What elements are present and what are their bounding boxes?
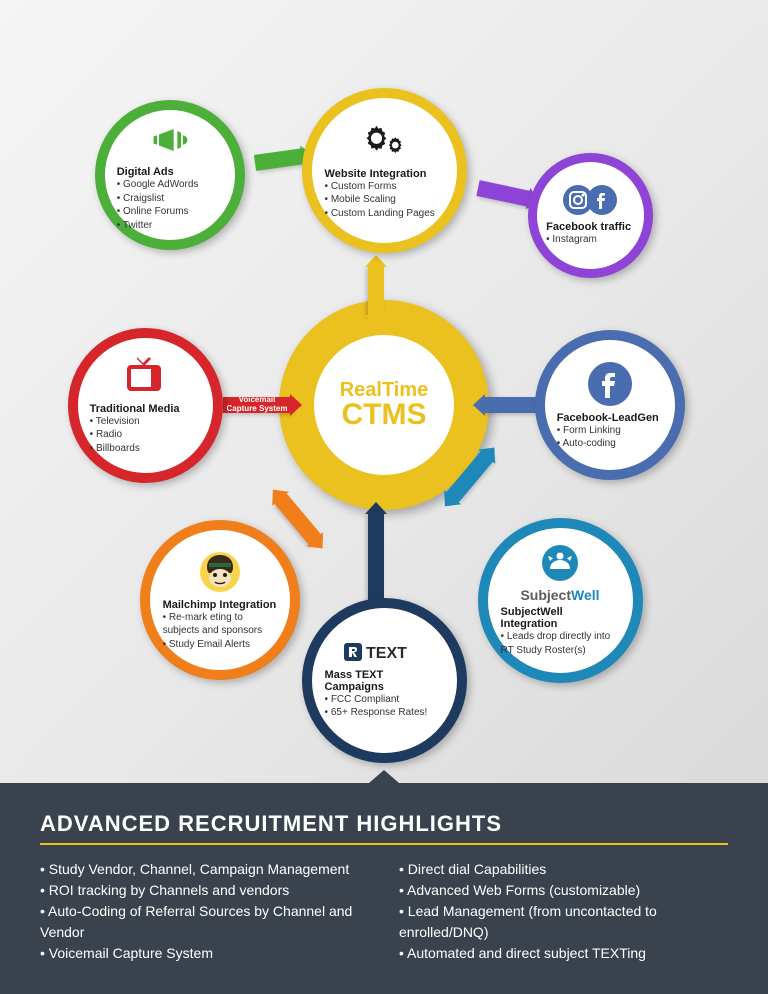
node-website-integration: Website IntegrationCustom FormsMobile Sc… xyxy=(302,88,467,253)
footer-panel: ADVANCED RECRUITMENT HIGHLIGHTS Study Ve… xyxy=(0,783,768,994)
center-hub: RealTime CTMS xyxy=(314,335,454,475)
footer-col2: Direct dial CapabilitiesAdvanced Web For… xyxy=(399,859,728,964)
ig-fb-icon xyxy=(546,183,634,217)
node-title: Digital Ads xyxy=(117,166,224,178)
node-title: SubjectWell Integration xyxy=(501,606,620,630)
gears-icon xyxy=(325,120,444,164)
integration-diagram: RealTime CTMS Voicemail Capture System D… xyxy=(0,0,768,780)
node-circle: Facebook trafficInstagram xyxy=(528,153,653,278)
subjectwell-logo-text: SubjectWell xyxy=(501,587,620,603)
node-circle: Mailchimp IntegrationRe-mark eting to su… xyxy=(140,520,300,680)
node-digital-ads: Digital AdsGoogle AdWordsCraigslistOnlin… xyxy=(95,100,245,250)
node-bullets: Instagram xyxy=(546,233,634,247)
connector-label: Voicemail Capture System xyxy=(225,396,289,414)
node-title: Facebook traffic xyxy=(546,221,634,233)
node-circle: Website IntegrationCustom FormsMobile Sc… xyxy=(302,88,467,253)
node-traditional-media: Traditional MediaTelevisionRadioBillboar… xyxy=(68,328,223,483)
node-circle: Digital AdsGoogle AdWordsCraigslistOnlin… xyxy=(95,100,245,250)
megaphone-icon xyxy=(117,118,224,162)
node-subjectwell: SubjectWell SubjectWell IntegrationLeads … xyxy=(478,518,643,683)
svg-text:TEXT: TEXT xyxy=(366,645,407,662)
connector-facebook-leadgen-center xyxy=(484,397,539,413)
node-title: Traditional Media xyxy=(90,403,201,415)
node-circle: Traditional MediaTelevisionRadioBillboar… xyxy=(68,328,223,483)
node-circle: TEXT Mass TEXT CampaignsFCC Compliant65+ … xyxy=(302,598,467,763)
node-title: Mailchimp Integration xyxy=(163,599,278,611)
fb-icon xyxy=(557,360,664,408)
center-line1: RealTime xyxy=(340,380,429,400)
tv-icon xyxy=(90,355,201,399)
node-bullets: Custom FormsMobile ScalingCustom Landing… xyxy=(325,180,444,221)
node-facebook-leadgen: Facebook-LeadGenForm LinkingAuto-coding xyxy=(535,330,685,480)
rtext-icon: TEXT xyxy=(325,641,444,665)
center-line2: CTMS xyxy=(342,400,427,430)
connector-mass-text-center xyxy=(368,513,384,608)
node-circle: Facebook-LeadGenForm LinkingAuto-coding xyxy=(535,330,685,480)
node-bullets: TelevisionRadioBillboards xyxy=(90,415,201,456)
connector-facebook-traffic-website-integration xyxy=(476,180,530,206)
subjectwell-icon xyxy=(501,543,620,583)
node-bullets: FCC Compliant65+ Response Rates! xyxy=(325,693,444,720)
node-circle: SubjectWell SubjectWell IntegrationLeads … xyxy=(478,518,643,683)
footer-col1: Study Vendor, Channel, Campaign Manageme… xyxy=(40,859,369,964)
footer-heading: ADVANCED RECRUITMENT HIGHLIGHTS xyxy=(40,811,728,845)
node-title: Facebook-LeadGen xyxy=(557,412,664,424)
node-facebook-traffic: Facebook trafficInstagram xyxy=(528,153,653,278)
node-mailchimp: Mailchimp IntegrationRe-mark eting to su… xyxy=(140,520,300,680)
footer-columns: Study Vendor, Channel, Campaign Manageme… xyxy=(40,859,728,964)
connector-website-integration-center xyxy=(368,266,384,316)
node-bullets: Form LinkingAuto-coding xyxy=(557,424,664,451)
monkey-icon xyxy=(163,549,278,595)
node-title: Website Integration xyxy=(325,168,444,180)
connector-digital-ads-website-integration xyxy=(254,148,304,171)
node-title: Mass TEXT Campaigns xyxy=(325,669,444,693)
node-mass-text: TEXT Mass TEXT CampaignsFCC Compliant65+ … xyxy=(302,598,467,763)
node-bullets: Google AdWordsCraigslistOnline ForumsTwi… xyxy=(117,178,224,232)
node-bullets: Re-mark eting to subjects and sponsorsSt… xyxy=(163,611,278,652)
node-bullets: Leads drop directly into RT Study Roster… xyxy=(501,630,620,657)
